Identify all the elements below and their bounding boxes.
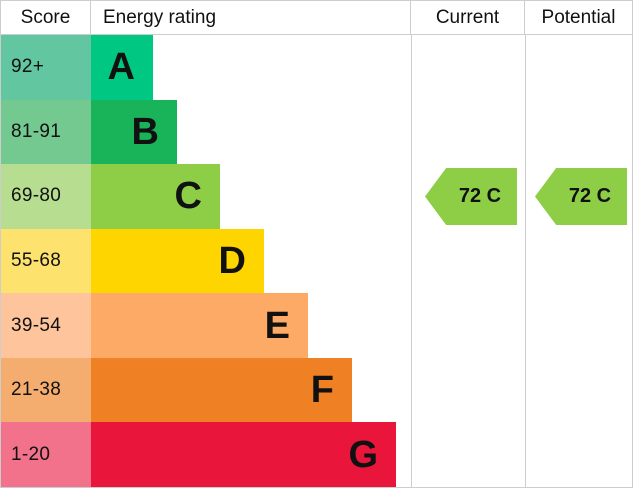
chart-header: Score Energy rating Current Potential <box>1 1 632 35</box>
band-score: 92+ <box>1 35 91 100</box>
header-current: Current <box>410 1 524 34</box>
band-bar: F <box>91 357 352 423</box>
band-score: 1-20 <box>1 422 91 488</box>
band-row-c: 69-80 C <box>1 164 411 229</box>
header-potential: Potential <box>524 1 632 34</box>
band-row-f: 21-38 F <box>1 357 411 423</box>
band-bar: C <box>91 164 220 229</box>
band-bar: B <box>91 99 177 165</box>
band-bar: E <box>91 293 308 358</box>
band-score: 55-68 <box>1 228 91 294</box>
current-column: 72 C <box>411 35 525 487</box>
band-row-g: 1-20 G <box>1 422 411 488</box>
chart-body: 92+ A 81-91 B 69-80 C 55-68 D 39-54 E 21… <box>1 35 632 488</box>
header-score: Score <box>1 1 91 34</box>
potential-rating-arrow: 72 C <box>535 168 627 225</box>
band-score: 69-80 <box>1 164 91 229</box>
band-row-b: 81-91 B <box>1 99 411 165</box>
header-energy-rating: Energy rating <box>103 6 217 28</box>
band-score: 81-91 <box>1 99 91 165</box>
current-rating-arrow: 72 C <box>425 168 517 225</box>
band-row-d: 55-68 D <box>1 228 411 294</box>
band-bar: G <box>91 422 396 488</box>
potential-column: 72 C <box>525 35 632 487</box>
band-row-a: 92+ A <box>1 35 411 100</box>
band-score: 21-38 <box>1 357 91 423</box>
bands-column: 92+ A 81-91 B 69-80 C 55-68 D 39-54 E 21… <box>1 35 411 488</box>
band-row-e: 39-54 E <box>1 293 411 358</box>
band-score: 39-54 <box>1 293 91 358</box>
band-bar: A <box>91 35 153 100</box>
band-bar: D <box>91 228 264 294</box>
